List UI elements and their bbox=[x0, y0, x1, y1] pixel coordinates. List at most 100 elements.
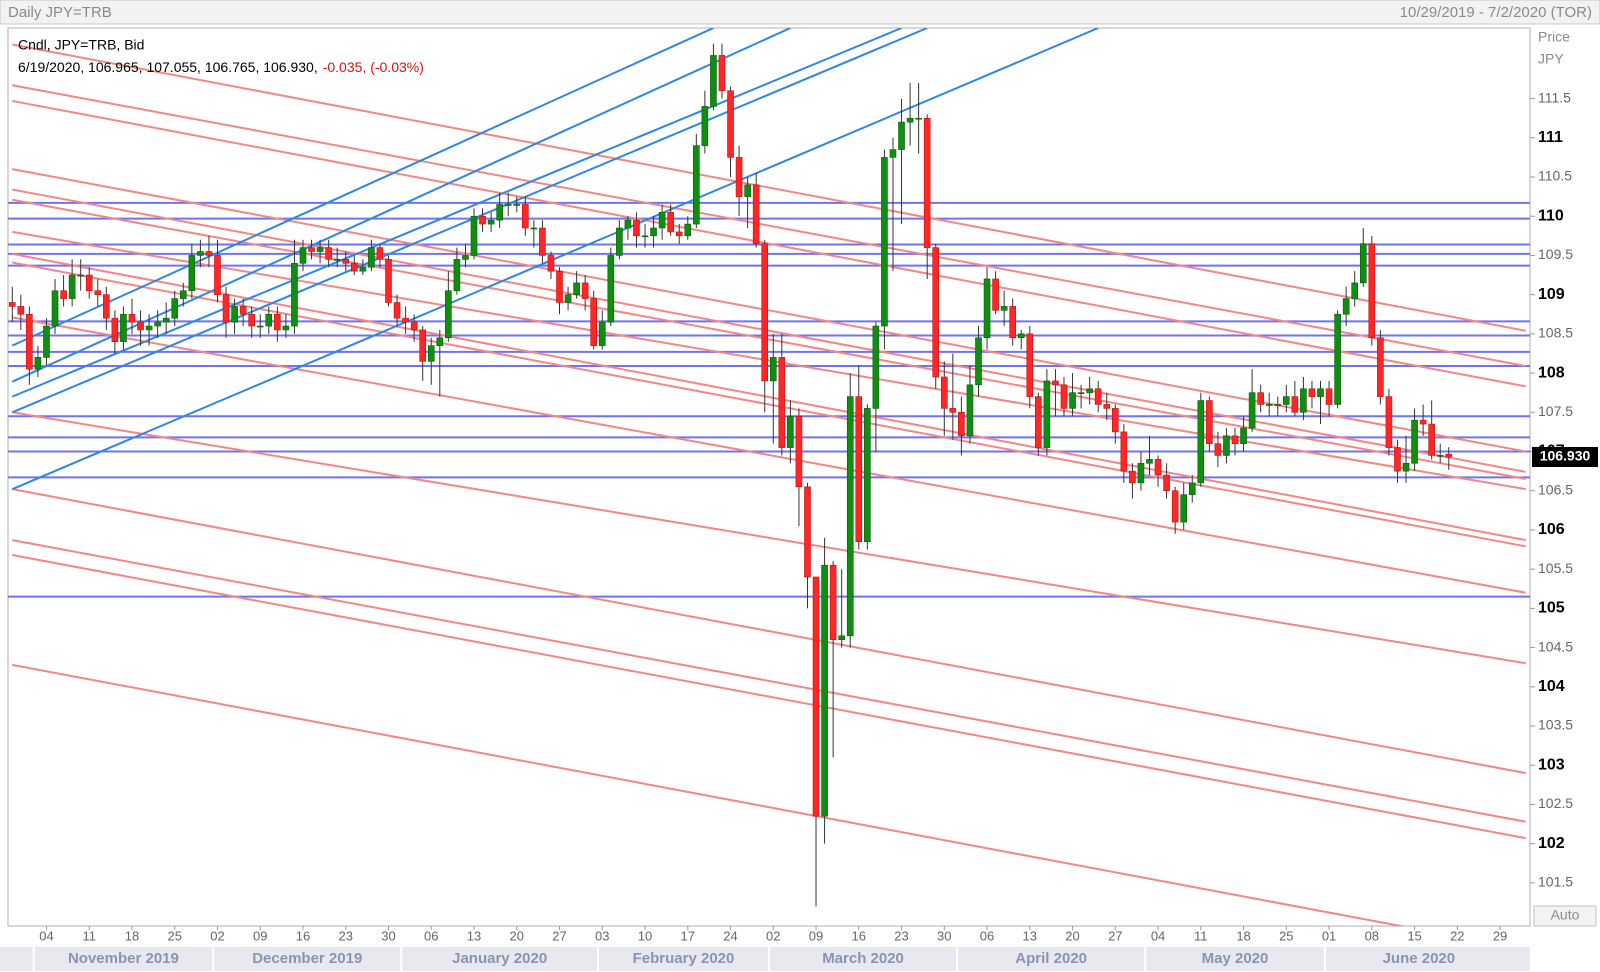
candle-body bbox=[769, 357, 777, 382]
candle-body bbox=[1445, 453, 1453, 458]
trend-line bbox=[12, 539, 1526, 823]
candle-body bbox=[419, 329, 427, 362]
month-label: December 2019 bbox=[252, 950, 362, 967]
candle-body bbox=[1317, 388, 1324, 397]
x-tick-label: 29 bbox=[1493, 928, 1507, 943]
candle-body bbox=[1171, 490, 1179, 523]
candle-body bbox=[710, 55, 717, 107]
candle-body bbox=[744, 184, 751, 197]
candle-body bbox=[137, 321, 144, 331]
y-tick-label: 106.5 bbox=[1538, 481, 1573, 497]
candle-body bbox=[350, 262, 358, 272]
candle-body bbox=[8, 302, 16, 307]
candle-body bbox=[316, 247, 324, 252]
candle-body bbox=[658, 212, 666, 229]
trend-line bbox=[11, 28, 1099, 491]
candle-body bbox=[547, 255, 555, 272]
candle-body bbox=[889, 149, 897, 158]
auto-button-label[interactable]: Auto bbox=[1551, 907, 1580, 923]
y-tick-label: 104 bbox=[1538, 678, 1565, 695]
trend-line bbox=[12, 43, 1526, 332]
x-tick-label: 08 bbox=[1365, 928, 1379, 943]
price-change: -0.035, (-0.03%) bbox=[323, 59, 424, 75]
x-tick-label: 22 bbox=[1450, 928, 1464, 943]
x-tick-label: 23 bbox=[339, 928, 353, 943]
candle-body bbox=[162, 317, 170, 323]
x-tick-label: 20 bbox=[1065, 928, 1079, 943]
candle-body bbox=[522, 204, 529, 229]
candle-body bbox=[68, 274, 76, 299]
x-tick-label: 09 bbox=[809, 928, 823, 943]
x-tick-label: 23 bbox=[894, 928, 908, 943]
x-tick-label: 06 bbox=[424, 928, 438, 943]
candle-body bbox=[239, 306, 247, 315]
candle-body bbox=[633, 219, 640, 237]
candle-body bbox=[1377, 337, 1384, 397]
trend-line bbox=[12, 230, 1526, 491]
trend-line bbox=[12, 261, 1526, 548]
candle-body bbox=[1137, 462, 1145, 484]
candle-body bbox=[693, 145, 700, 225]
candle-body bbox=[1428, 423, 1435, 456]
candle-body bbox=[932, 247, 940, 378]
x-tick-label: 30 bbox=[937, 928, 951, 943]
candle-body bbox=[325, 247, 332, 260]
candle-body bbox=[51, 290, 59, 327]
y-tick-label: 108 bbox=[1538, 364, 1565, 381]
y-tick-label: 108.5 bbox=[1538, 325, 1573, 341]
candle-body bbox=[1111, 408, 1119, 433]
month-band bbox=[0, 947, 1530, 971]
axis-layer: 101.5 102 102.5 103 103.5 104 104.5 105 105.5 106… bbox=[32, 89, 1598, 971]
y-tick-label: 102 bbox=[1538, 835, 1565, 852]
candle-body bbox=[291, 262, 298, 327]
candle-body bbox=[188, 255, 196, 292]
candle-body bbox=[111, 317, 119, 343]
candle-body bbox=[864, 408, 871, 543]
candle-body bbox=[445, 290, 452, 339]
month-label: March 2020 bbox=[822, 950, 904, 967]
candle-body bbox=[34, 357, 42, 370]
candle-body bbox=[385, 259, 392, 303]
candle-body bbox=[812, 576, 820, 817]
candle-body bbox=[222, 294, 230, 323]
x-tick-label: 04 bbox=[39, 928, 53, 943]
candle-body bbox=[1274, 404, 1282, 406]
y-tick-label: 110 bbox=[1538, 207, 1564, 224]
candle-body bbox=[718, 55, 726, 92]
candle-body bbox=[436, 337, 444, 346]
candle-body bbox=[43, 325, 50, 358]
candle-body bbox=[282, 325, 290, 331]
x-tick-label: 03 bbox=[595, 928, 609, 943]
candle-body bbox=[77, 274, 84, 277]
x-tick-label: 16 bbox=[296, 928, 310, 943]
candle-body bbox=[727, 90, 734, 158]
y-tick-label: 109.5 bbox=[1538, 246, 1573, 262]
candle-body bbox=[1154, 459, 1162, 476]
x-tick-label: 25 bbox=[168, 928, 182, 943]
auto-button[interactable] bbox=[1533, 905, 1597, 927]
candle-body bbox=[949, 408, 957, 413]
candle-body bbox=[1052, 380, 1059, 386]
candle-body bbox=[410, 321, 418, 331]
candle-body bbox=[958, 411, 965, 437]
candle-body bbox=[402, 317, 409, 323]
last-price-box bbox=[1532, 447, 1598, 468]
candle-body bbox=[667, 212, 674, 233]
y-tick-label: 106 bbox=[1538, 521, 1565, 538]
candle-body bbox=[393, 302, 401, 319]
candle-body bbox=[675, 231, 683, 237]
candle-body bbox=[1308, 388, 1316, 397]
candle-body bbox=[829, 564, 837, 641]
candle-body bbox=[1163, 474, 1170, 492]
trend-line bbox=[12, 554, 1526, 840]
x-tick-label: 24 bbox=[723, 928, 737, 943]
trend-line bbox=[12, 488, 1526, 775]
candle-body bbox=[368, 247, 375, 268]
month-label: November 2019 bbox=[68, 950, 179, 967]
candle-body bbox=[906, 117, 914, 123]
candle-body bbox=[581, 282, 589, 299]
candle-body bbox=[846, 396, 854, 637]
candle-body bbox=[333, 259, 341, 261]
chart-title: Daily JPY=TRB bbox=[8, 4, 112, 21]
trend-line bbox=[11, 28, 928, 414]
